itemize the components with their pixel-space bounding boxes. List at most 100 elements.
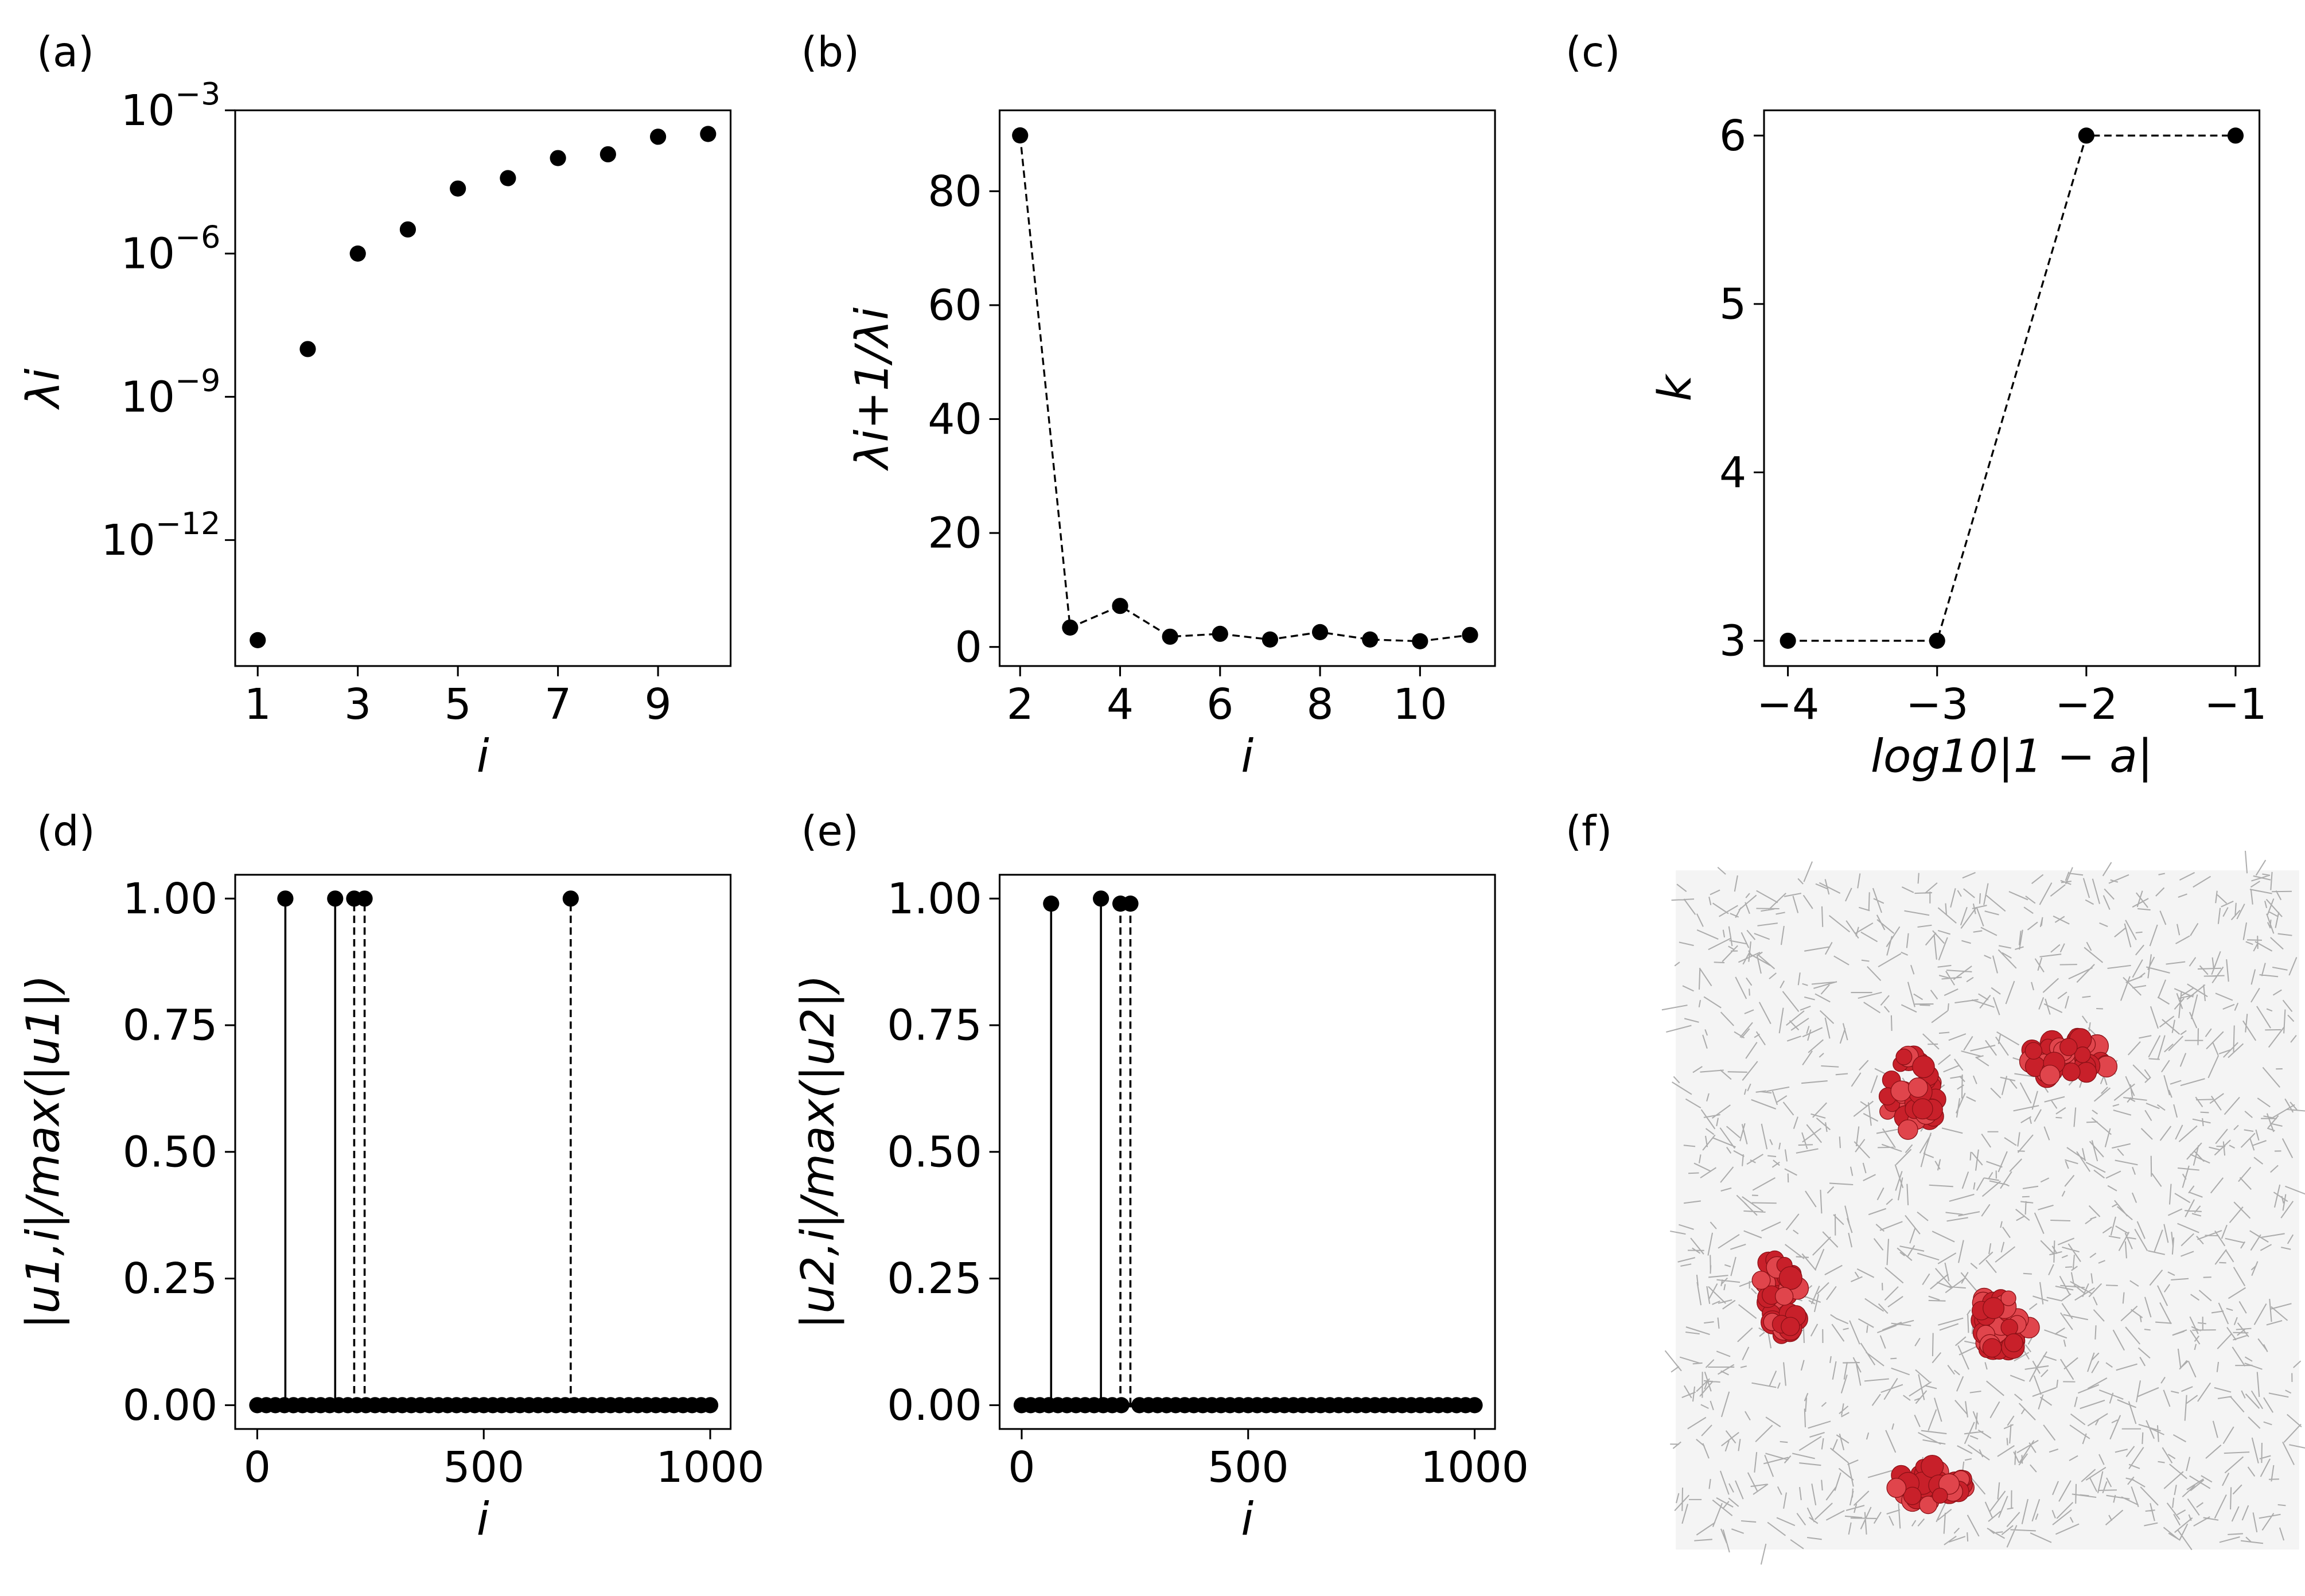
tick-base: 10	[121, 85, 176, 135]
x-tick-label: 10	[1393, 679, 1447, 729]
molecule-atom	[1751, 1271, 1771, 1290]
y-axis-label: λi	[16, 368, 69, 410]
data-point	[1462, 626, 1478, 643]
y-tick-label: 10−12	[101, 505, 220, 565]
molecule-atom	[1982, 1338, 2002, 1358]
x-tick-label: 1000	[1420, 1442, 1529, 1492]
x-tick-label: 2	[1007, 679, 1034, 729]
y-tick-label: 3	[1719, 616, 1746, 666]
data-point	[399, 221, 416, 238]
tick-exponent: −3	[175, 76, 220, 112]
molecule-atom	[2074, 1046, 2091, 1064]
molecule-atom	[1932, 1488, 1948, 1504]
x-tick-label: 500	[443, 1442, 524, 1492]
data-point	[2078, 127, 2094, 144]
tick-exponent: −9	[175, 362, 220, 398]
molecule-atom	[1919, 1496, 1938, 1515]
data-point	[1113, 1397, 1130, 1414]
data-point	[1311, 624, 1329, 640]
data-point	[1093, 890, 1109, 907]
y-tick-label: 6	[1719, 111, 1746, 161]
plot-frame	[1763, 109, 2261, 667]
molecule-atom	[1912, 1055, 1935, 1079]
molecule-atom	[2000, 1318, 2018, 1337]
molecule-atom	[1911, 1098, 1933, 1120]
data-point	[700, 126, 717, 142]
data-line	[1788, 134, 2236, 642]
plot-frame	[234, 874, 732, 1430]
molecule-atom	[1781, 1317, 1800, 1336]
chart-panel: (b) 2 4 6 8 10 0 20 40 60 80 i λi+1/λi	[801, 28, 1496, 783]
y-tick-label: 0.75	[123, 1001, 217, 1050]
molecule-atom	[1895, 1048, 1913, 1065]
panel-label: (c)	[1566, 28, 1620, 76]
y-tick-label: 20	[928, 508, 982, 558]
data-point	[599, 146, 616, 163]
data-point	[1362, 631, 1379, 648]
data-point	[1012, 127, 1029, 144]
panel-label: (b)	[801, 28, 860, 76]
data-point	[1062, 619, 1078, 636]
y-tick-label: 1.00	[123, 874, 217, 924]
data-point	[277, 890, 294, 907]
panel-label: (a)	[37, 28, 94, 76]
x-tick-label: 5	[445, 679, 472, 729]
x-tick-label: 500	[1208, 1442, 1289, 1492]
plot-frame	[998, 109, 1496, 667]
y-tick-label: 0.25	[887, 1254, 982, 1303]
data-point	[1466, 1397, 1483, 1414]
x-tick-label: 1	[244, 679, 271, 729]
data-point	[1412, 633, 1428, 649]
data-point	[1112, 598, 1128, 614]
y-tick-label: 5	[1719, 279, 1746, 329]
x-tick-label: 1000	[656, 1442, 764, 1492]
x-axis-label: i	[477, 729, 489, 783]
data-point	[356, 890, 373, 907]
y-axis-label: k	[1648, 373, 1702, 402]
molecule-atom	[2000, 1290, 2016, 1306]
tick-exponent: −6	[175, 219, 220, 255]
data-point	[1929, 632, 1945, 649]
x-axis-label: i	[1241, 729, 1253, 783]
molecule-atom	[2039, 1064, 2061, 1085]
data-point	[1043, 896, 1060, 912]
y-axis-label: λi+1/λi	[846, 307, 899, 472]
chart-panel: (c) −4 −3 −2 −1 3 4 5 6 log10|1 − a| k	[1566, 28, 2267, 783]
chart-panel: (e) 0 500 1000 0.00 0.25 0.50 0.75 1.00 i |u2,i|/m…	[791, 807, 1529, 1546]
panel-label: (e)	[801, 807, 859, 855]
molecule-atom	[2059, 1038, 2078, 1056]
x-axis-label: log10|1 − a|	[1871, 729, 2153, 783]
data-point	[327, 890, 344, 907]
data-point	[649, 129, 667, 145]
molecule-atom	[1983, 1297, 2005, 1319]
y-tick-label: 10−6	[121, 219, 221, 279]
data-point	[450, 180, 466, 197]
plot-frame	[234, 109, 732, 667]
molecule-atom	[2004, 1333, 2023, 1353]
x-tick-label: −2	[2055, 679, 2118, 729]
y-tick-label: 0.00	[123, 1380, 217, 1430]
y-tick-label: 80	[928, 166, 982, 216]
y-tick-label: 40	[928, 394, 982, 444]
x-tick-label: −3	[1906, 679, 1969, 729]
molecule-atom	[1898, 1119, 1918, 1140]
x-tick-label: 8	[1306, 679, 1333, 729]
y-tick-label: 1.00	[887, 874, 982, 924]
x-tick-label: 4	[1107, 679, 1134, 729]
data-point	[1162, 628, 1178, 645]
x-tick-label: 9	[644, 679, 671, 729]
molecule-image	[1661, 850, 2305, 1565]
data-point	[1780, 632, 1796, 649]
y-tick-label: 10−3	[121, 76, 221, 135]
data-line	[1019, 135, 1470, 643]
x-tick-label: 6	[1206, 679, 1233, 729]
x-tick-label: −4	[1757, 679, 1820, 729]
molecule-atom	[1890, 1080, 1912, 1102]
data-point	[1122, 896, 1139, 912]
x-tick-label: 0	[1008, 1442, 1035, 1492]
x-tick-label: −1	[2204, 679, 2267, 729]
molecule-atom	[1903, 1486, 1922, 1505]
